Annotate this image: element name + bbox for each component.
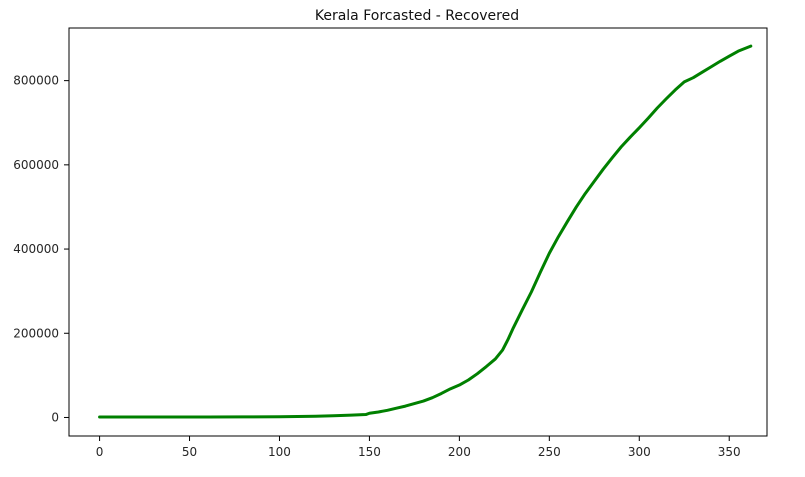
x-tick-label: 100 — [268, 445, 291, 459]
series-line — [98, 44, 753, 419]
x-tick-label: 200 — [448, 445, 471, 459]
x-tick-label: 150 — [358, 445, 381, 459]
x-tick-label: 250 — [538, 445, 561, 459]
chart-title: Kerala Forcasted - Recovered — [315, 8, 519, 24]
y-tick-label: 0 — [51, 410, 59, 424]
y-tick-label: 600000 — [13, 158, 59, 172]
x-tick-label: 50 — [182, 445, 197, 459]
y-tick-label: 800000 — [13, 74, 59, 88]
plot-area — [68, 27, 768, 437]
plot-frame — [68, 27, 768, 437]
y-tick-label: 400000 — [13, 242, 59, 256]
y-axis: 0 200000 400000 600000 800000 — [13, 74, 69, 424]
x-tick-label: 300 — [628, 445, 651, 459]
x-axis: 0 50 100 150 200 250 300 350 — [96, 436, 741, 459]
series-layer — [98, 44, 753, 419]
x-tick-label: 350 — [718, 445, 741, 459]
x-tick-label: 0 — [96, 445, 104, 459]
y-tick-label: 200000 — [13, 326, 59, 340]
